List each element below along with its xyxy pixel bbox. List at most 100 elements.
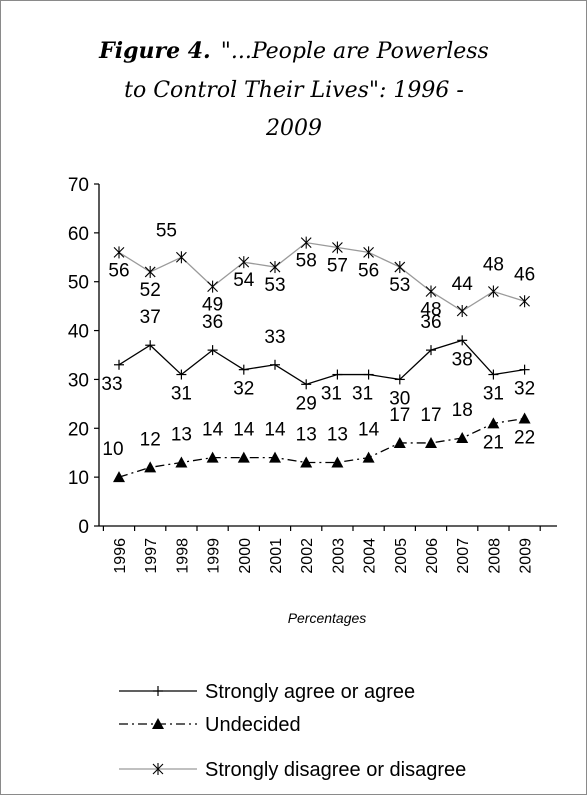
series-2-point-shape <box>206 451 219 463</box>
series-2-point-shape <box>175 456 188 468</box>
series-2-point <box>237 451 250 463</box>
series-1-point <box>457 335 468 346</box>
series-3-data-label: 44 <box>452 274 474 295</box>
series-3-line <box>118 241 525 312</box>
series-1-data-label: 31 <box>321 384 342 405</box>
series-1 <box>114 335 530 390</box>
series-1-data-label: 37 <box>140 307 161 328</box>
series-3-data-label: 58 <box>296 251 317 272</box>
legend: Strongly agree or agree Undecided Strongly… <box>119 681 466 781</box>
series-2-point-shape <box>331 456 344 468</box>
y-tick-label: 70 <box>68 175 89 196</box>
series-2-point <box>144 461 157 473</box>
series-1-data-label: 30 <box>389 388 410 409</box>
series-2-point <box>456 432 469 444</box>
series-2-point-shape <box>518 412 531 424</box>
series-3-point <box>176 251 187 264</box>
series-3-point <box>238 256 250 269</box>
legend-marker <box>152 718 164 729</box>
series-1-data-label: 33 <box>101 374 122 395</box>
x-tick-label: 1999 <box>206 538 223 574</box>
series-1-data-label: 32 <box>233 379 254 400</box>
x-tick-label: 2000 <box>237 538 254 574</box>
series-3-point <box>456 305 468 318</box>
series-2-data-label: 22 <box>514 428 535 449</box>
series-3-point <box>488 285 499 298</box>
series-2-data-label: 14 <box>202 420 224 441</box>
series-3-point <box>144 265 156 278</box>
x-axis-title: Percentages <box>288 610 367 626</box>
series-2-data-label: 13 <box>171 424 192 445</box>
series-1-point <box>363 369 374 380</box>
series-3-data-label: 54 <box>233 270 255 291</box>
series-1-point <box>394 374 405 385</box>
series-2-point-shape <box>300 456 313 468</box>
series-2-data-label: 13 <box>327 424 348 445</box>
series-3-point <box>113 246 125 259</box>
series-2-point-shape <box>362 451 375 463</box>
series-1-data-label: 31 <box>171 384 192 405</box>
series-2 <box>113 412 531 483</box>
legend-label: Strongly agree or agree <box>205 681 415 703</box>
series-2-data-label: 18 <box>452 400 473 421</box>
series-2-point <box>113 471 125 483</box>
series-2-data-label: 13 <box>296 424 317 445</box>
series-2-point <box>393 436 406 448</box>
series-2-point <box>206 451 219 463</box>
legend-item-1: Strongly agree or agree <box>119 681 415 703</box>
x-tick-label: 1996 <box>112 538 129 574</box>
series-2-point-shape <box>269 451 281 463</box>
series-3-point <box>207 280 218 293</box>
series-3-data-label: 55 <box>156 220 177 241</box>
series-2-data-label: 12 <box>140 429 161 450</box>
series-3-data-label: 48 <box>483 254 504 275</box>
chart-title-line-2: to Control Their Lives": 1996 - <box>124 78 464 103</box>
x-tick-label: 2004 <box>362 538 379 574</box>
series-1-data-label: 36 <box>202 312 223 333</box>
series-3-point <box>269 261 281 274</box>
series-1-line <box>118 339 525 386</box>
series-2-data-label: 14 <box>264 420 286 441</box>
series-2-data-label: 17 <box>420 405 441 426</box>
series-3-point <box>425 285 437 298</box>
series-1-point <box>207 345 218 356</box>
legend-marker-shape <box>152 718 164 729</box>
y-axis-ticks: 0 10 20 30 40 50 60 70 <box>68 175 99 538</box>
x-axis-ticks: 1996 1997 1998 1999 2000 2001 2002 2003 2004 2005… <box>102 526 541 574</box>
series-2-point-shape <box>237 451 250 463</box>
series-1-data-label: 36 <box>420 312 441 333</box>
y-tick-label: 10 <box>68 468 89 489</box>
series-3 <box>113 236 530 318</box>
series-1-point <box>176 369 187 380</box>
series-2-point-shape <box>113 471 125 483</box>
series-2-point <box>269 451 281 463</box>
legend-label: Undecided <box>205 714 301 736</box>
chart-title-line-1: Figure 4. "...People are Powerless <box>98 38 489 64</box>
y-tick-label: 30 <box>68 370 89 391</box>
series-3-point <box>394 261 406 274</box>
legend-marker <box>153 686 163 696</box>
series-3-point <box>363 246 374 259</box>
series-2-line <box>118 417 525 478</box>
series-2-data-label: 21 <box>483 432 504 453</box>
series-2-point-shape <box>487 417 500 429</box>
chart-title: Figure 4. "...People are Powerless to Con… <box>98 38 489 141</box>
series-2-point <box>425 436 437 448</box>
series-1-data-label: 31 <box>483 384 504 405</box>
legend-marker <box>152 763 164 775</box>
chart-title-line-3: 2009 <box>265 116 322 141</box>
x-tick-label: 1997 <box>143 538 160 574</box>
chart-figure-label: Figure 4. <box>98 38 211 64</box>
series-2-point-shape <box>425 436 437 448</box>
x-tick-label: 1998 <box>174 538 191 574</box>
series-1-point <box>488 369 499 380</box>
series-1-data-label: 31 <box>352 384 373 405</box>
series-3-data-label: 56 <box>108 260 129 281</box>
series-3-data-label: 48 <box>420 299 441 320</box>
x-tick-label: 2001 <box>268 538 285 574</box>
series-2-point-shape <box>144 461 157 473</box>
series-2-point-shape <box>393 436 406 448</box>
series-layer <box>113 236 531 483</box>
